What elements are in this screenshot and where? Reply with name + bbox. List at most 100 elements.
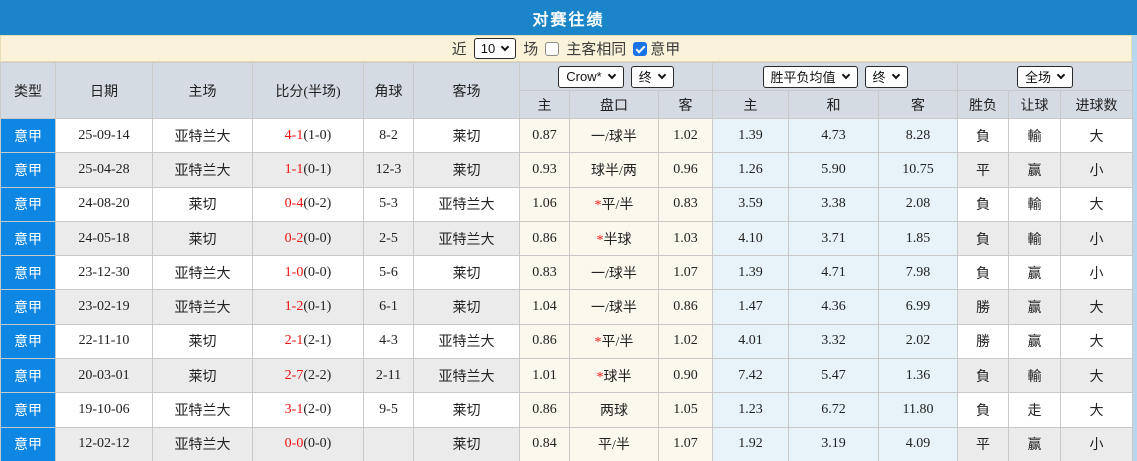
odds-home-cell: 1.01 bbox=[519, 358, 570, 394]
date-cell: 19-10-06 bbox=[55, 392, 153, 428]
corner-cell: 5-6 bbox=[363, 255, 414, 291]
let-ball-cell: 赢 bbox=[1008, 323, 1062, 360]
date-cell: 25-04-28 bbox=[55, 152, 153, 188]
goals-cell: 大 bbox=[1060, 323, 1134, 360]
odds-period-select[interactable]: 终 bbox=[630, 65, 674, 88]
handicap-cell: 平/半 bbox=[569, 426, 659, 461]
score-cell: 0-0(0-0) bbox=[252, 426, 364, 461]
date-cell: 20-03-01 bbox=[55, 358, 153, 394]
match-row: 意甲 22-11-10 莱切 2-1(2-1) 4-3 亚特兰大 0.86 *平/半 1.02 4… bbox=[0, 323, 1134, 360]
league-filter-checkbox[interactable] bbox=[633, 41, 648, 56]
away-team-cell: 亚特兰大 bbox=[413, 358, 520, 394]
avg-home-cell: 4.10 bbox=[712, 220, 790, 257]
date-cell: 24-08-20 bbox=[55, 186, 153, 222]
date-cell: 23-12-30 bbox=[55, 255, 153, 291]
result-cell: 負 bbox=[957, 117, 1010, 154]
league-cell: 意甲 bbox=[0, 255, 56, 291]
sub-header-odds-home: 主 bbox=[519, 90, 570, 119]
page-title: 对赛往绩 bbox=[532, 11, 605, 29]
odds-away-cell: 0.86 bbox=[657, 289, 714, 325]
goals-cell: 小 bbox=[1060, 220, 1134, 257]
fulltime-select[interactable]: 全场 bbox=[1017, 65, 1074, 88]
result-cell: 負 bbox=[957, 220, 1010, 257]
goals-cell: 大 bbox=[1060, 358, 1134, 394]
home-team-cell: 亚特兰大 bbox=[152, 255, 253, 291]
avg-away-cell: 6.99 bbox=[878, 289, 959, 325]
sub-header-avg-draw: 和 bbox=[788, 90, 880, 119]
let-ball-cell: 赢 bbox=[1008, 426, 1062, 461]
sub-header-goals: 进球数 bbox=[1060, 90, 1134, 119]
away-team-cell: 莱切 bbox=[413, 289, 520, 325]
away-team-cell: 亚特兰大 bbox=[413, 186, 520, 222]
chevron-down-icon bbox=[891, 70, 900, 79]
avg-home-cell: 4.01 bbox=[712, 323, 790, 360]
avg-away-cell: 11.80 bbox=[878, 392, 959, 428]
home-team-cell: 亚特兰大 bbox=[152, 426, 253, 461]
league-cell: 意甲 bbox=[0, 117, 56, 154]
avg-draw-cell: 3.32 bbox=[788, 323, 880, 360]
score-cell: 1-2(0-1) bbox=[252, 289, 364, 325]
avg-period-select[interactable]: 终 bbox=[864, 65, 908, 88]
avg-draw-cell: 3.71 bbox=[788, 220, 880, 257]
result-cell: 負 bbox=[957, 392, 1010, 428]
home-team-cell: 莱切 bbox=[152, 186, 253, 222]
col-header-home: 主场 bbox=[152, 62, 253, 119]
match-row: 意甲 20-03-01 莱切 2-7(2-2) 2-11 亚特兰大 1.01 *球半 0.90 7… bbox=[0, 358, 1134, 394]
chevron-down-icon bbox=[841, 70, 850, 79]
recent-count-select[interactable]: 10 bbox=[473, 38, 517, 59]
result-cell: 平 bbox=[957, 426, 1010, 461]
let-ball-cell: 赢 bbox=[1008, 255, 1062, 291]
avg-away-cell: 1.85 bbox=[878, 220, 959, 257]
avg-away-cell: 2.02 bbox=[878, 323, 959, 360]
away-team-cell: 莱切 bbox=[413, 255, 520, 291]
col-header-type: 类型 bbox=[0, 62, 56, 119]
let-ball-cell: 輸 bbox=[1008, 358, 1062, 394]
same-venue-checkbox[interactable] bbox=[545, 41, 560, 56]
avg-away-cell: 2.08 bbox=[878, 186, 959, 222]
score-cell: 2-7(2-2) bbox=[252, 358, 364, 394]
avg-draw-cell: 5.47 bbox=[788, 358, 880, 394]
match-row: 意甲 23-12-30 亚特兰大 1-0(0-0) 5-6 莱切 0.83 一/球半 1.07 1… bbox=[0, 255, 1134, 291]
odds-away-cell: 1.05 bbox=[657, 392, 714, 428]
corner-cell: 12-3 bbox=[363, 152, 414, 188]
date-cell: 25-09-14 bbox=[55, 117, 153, 154]
recent-count-value: 10 bbox=[480, 40, 496, 56]
handicap-cell: *平/半 bbox=[569, 186, 659, 222]
corner-cell: 2-5 bbox=[363, 220, 414, 257]
corner-cell: 8-2 bbox=[363, 117, 414, 154]
let-ball-cell: 輸 bbox=[1008, 117, 1062, 154]
sub-header-avg-home: 主 bbox=[712, 90, 790, 119]
league-cell: 意甲 bbox=[0, 426, 56, 461]
panel-title-bar: 对赛往绩 bbox=[0, 0, 1137, 35]
games-label: 场 bbox=[523, 42, 539, 58]
odds-away-cell: 0.90 bbox=[657, 358, 714, 394]
date-cell: 22-11-10 bbox=[55, 323, 153, 360]
odds-home-cell: 0.93 bbox=[519, 152, 570, 188]
score-cell: 3-1(2-0) bbox=[252, 392, 364, 428]
bookmaker-select[interactable]: Crow* bbox=[558, 65, 624, 88]
corner-cell: 4-3 bbox=[363, 323, 414, 360]
result-cell: 勝 bbox=[957, 323, 1010, 360]
chevron-down-icon bbox=[657, 70, 666, 79]
result-cell: 平 bbox=[957, 152, 1010, 188]
league-cell: 意甲 bbox=[0, 289, 56, 325]
corner-cell bbox=[363, 426, 414, 461]
odds-away-cell: 1.02 bbox=[657, 323, 714, 360]
result-cell: 負 bbox=[957, 358, 1010, 394]
handicap-cell: *球半 bbox=[569, 358, 659, 394]
avg-odds-select[interactable]: 胜平负均值 bbox=[762, 65, 858, 88]
corner-cell: 5-3 bbox=[363, 186, 414, 222]
league-cell: 意甲 bbox=[0, 220, 56, 257]
avg-away-cell: 8.28 bbox=[878, 117, 959, 154]
odds-away-cell: 1.03 bbox=[657, 220, 714, 257]
odds-home-cell: 0.86 bbox=[519, 323, 570, 360]
result-cell: 負 bbox=[957, 186, 1010, 222]
let-ball-cell: 赢 bbox=[1008, 152, 1062, 188]
avg-draw-cell: 5.90 bbox=[788, 152, 880, 188]
away-team-cell: 莱切 bbox=[413, 392, 520, 428]
col-header-score: 比分(半场) bbox=[252, 62, 364, 119]
avg-home-cell: 1.39 bbox=[712, 255, 790, 291]
match-history-table: 类型 日期 主场 比分(半场) 角球 客场 Crow* 终 bbox=[0, 62, 1134, 461]
chevron-down-icon bbox=[1056, 70, 1066, 79]
match-row: 意甲 19-10-06 亚特兰大 3-1(2-0) 9-5 莱切 0.86 两球 1.05 1.2… bbox=[0, 392, 1134, 428]
